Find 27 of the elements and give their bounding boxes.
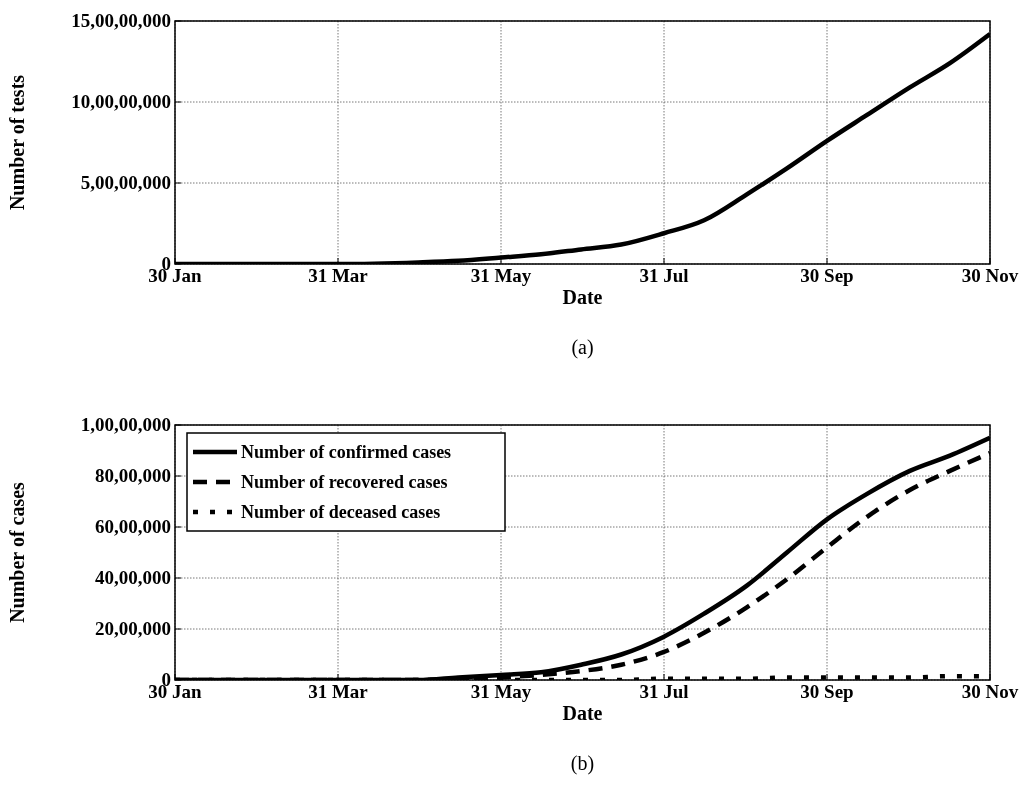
y-axis-title: Number of cases: [6, 481, 28, 623]
x-tick-label: 30 Nov: [961, 681, 1019, 702]
x-tick-label: 30 Nov: [961, 265, 1019, 286]
x-tick-label: 30 Sep: [800, 681, 854, 702]
legend-label: Number of recovered cases: [241, 472, 448, 492]
x-tick-label: 31 Mar: [308, 681, 369, 702]
x-tick-label: 31 Mar: [308, 265, 369, 286]
y-tick-label: 15,00,00,000: [71, 10, 171, 31]
y-tick-label: 40,00,000: [95, 567, 171, 588]
x-tick-label: 30 Sep: [800, 265, 854, 286]
y-tick-label: 1,00,00,000: [80, 414, 171, 435]
y-axis-title: Number of tests: [6, 74, 28, 211]
x-axis-title: Date: [562, 702, 603, 724]
x-tick-label: 31 Jul: [639, 265, 689, 286]
y-tick-label: 60,00,000: [95, 516, 171, 537]
y-tick-label: 80,00,000: [95, 465, 171, 486]
text: (a): [571, 336, 594, 359]
x-tick-label: 31 Jul: [639, 681, 689, 702]
x-tick-label: 31 May: [470, 265, 532, 286]
x-tick-label: 31 May: [470, 681, 532, 702]
y-tick-label: 10,00,00,000: [71, 91, 171, 112]
legend-label: Number of deceased cases: [241, 502, 441, 522]
y-tick-label: 20,00,000: [95, 618, 171, 639]
y-tick-label: 5,00,00,000: [80, 172, 171, 193]
x-axis-title: Date: [562, 286, 603, 308]
legend-label: Number of confirmed cases: [241, 442, 452, 462]
text: (b): [570, 752, 595, 775]
